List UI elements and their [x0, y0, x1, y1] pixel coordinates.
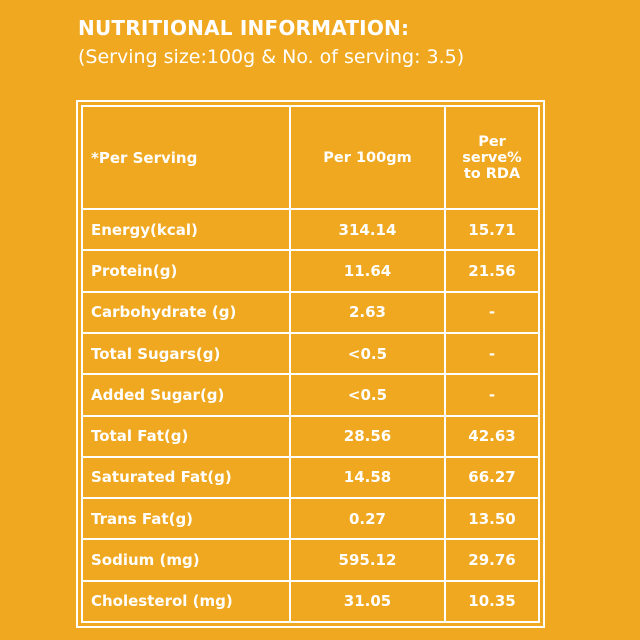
nutrient-name: Total Sugars(g) — [81, 331, 291, 376]
nutrient-name: Added Sugar(g) — [81, 373, 291, 417]
nutrient-name: Saturated Fat(g) — [81, 455, 291, 500]
per-100gm-value: 0.27 — [289, 497, 446, 541]
rda-value: 29.76 — [444, 538, 540, 582]
rda-value: - — [444, 290, 540, 334]
rda-value: 15.71 — [444, 208, 540, 252]
rda-value: 66.27 — [444, 455, 540, 500]
table-row: Cholesterol (mg) 31.05 10.35 — [81, 579, 540, 624]
header-per-serving: *Per Serving — [81, 104, 291, 211]
table-row: Trans Fat(g) 0.27 13.50 — [81, 497, 540, 541]
nutrient-name: Carbohydrate (g) — [81, 290, 291, 334]
table-row: Protein(g) 11.64 21.56 — [81, 249, 540, 293]
serving-info: (Serving size:100g & No. of serving: 3.5… — [78, 46, 465, 68]
rda-value: 21.56 — [444, 249, 540, 293]
rda-value: 42.63 — [444, 414, 540, 458]
per-100gm-value: 11.64 — [289, 249, 446, 293]
nutrient-name: Cholesterol (mg) — [81, 579, 291, 624]
rda-value: 10.35 — [444, 579, 540, 624]
per-100gm-value: 314.14 — [289, 208, 446, 252]
per-100gm-value: 28.56 — [289, 414, 446, 458]
table-row: Total Sugars(g) <0.5 - — [81, 331, 540, 376]
per-100gm-value: <0.5 — [289, 331, 446, 376]
table-row: Sodium (mg) 595.12 29.76 — [81, 538, 540, 582]
nutrient-name: Trans Fat(g) — [81, 497, 291, 541]
table-row: Total Fat(g) 28.56 42.63 — [81, 414, 540, 458]
per-100gm-value: 31.05 — [289, 579, 446, 624]
rda-value: - — [444, 331, 540, 376]
nutrient-name: Protein(g) — [81, 249, 291, 293]
table-row: Saturated Fat(g) 14.58 66.27 — [81, 455, 540, 500]
nutrition-table: *Per Serving Per 100gm Per serve% to RDA… — [81, 104, 540, 624]
nutrient-name: Total Fat(g) — [81, 414, 291, 458]
header-per-100gm: Per 100gm — [289, 104, 446, 211]
table-row: Energy(kcal) 314.14 15.71 — [81, 208, 540, 252]
nutrient-name: Sodium (mg) — [81, 538, 291, 582]
rda-value: 13.50 — [444, 497, 540, 541]
per-100gm-value: 595.12 — [289, 538, 446, 582]
per-100gm-value: 14.58 — [289, 455, 446, 500]
per-100gm-value: <0.5 — [289, 373, 446, 417]
rda-value: - — [444, 373, 540, 417]
nutrient-name: Energy(kcal) — [81, 208, 291, 252]
table-row: Added Sugar(g) <0.5 - — [81, 373, 540, 417]
table-header-row: *Per Serving Per 100gm Per serve% to RDA — [81, 104, 540, 211]
page-title: NUTRITIONAL INFORMATION: — [78, 16, 410, 40]
table-row: Carbohydrate (g) 2.63 - — [81, 290, 540, 334]
header-rda: Per serve% to RDA — [444, 104, 540, 211]
per-100gm-value: 2.63 — [289, 290, 446, 334]
nutrition-table-frame: *Per Serving Per 100gm Per serve% to RDA… — [76, 100, 545, 628]
